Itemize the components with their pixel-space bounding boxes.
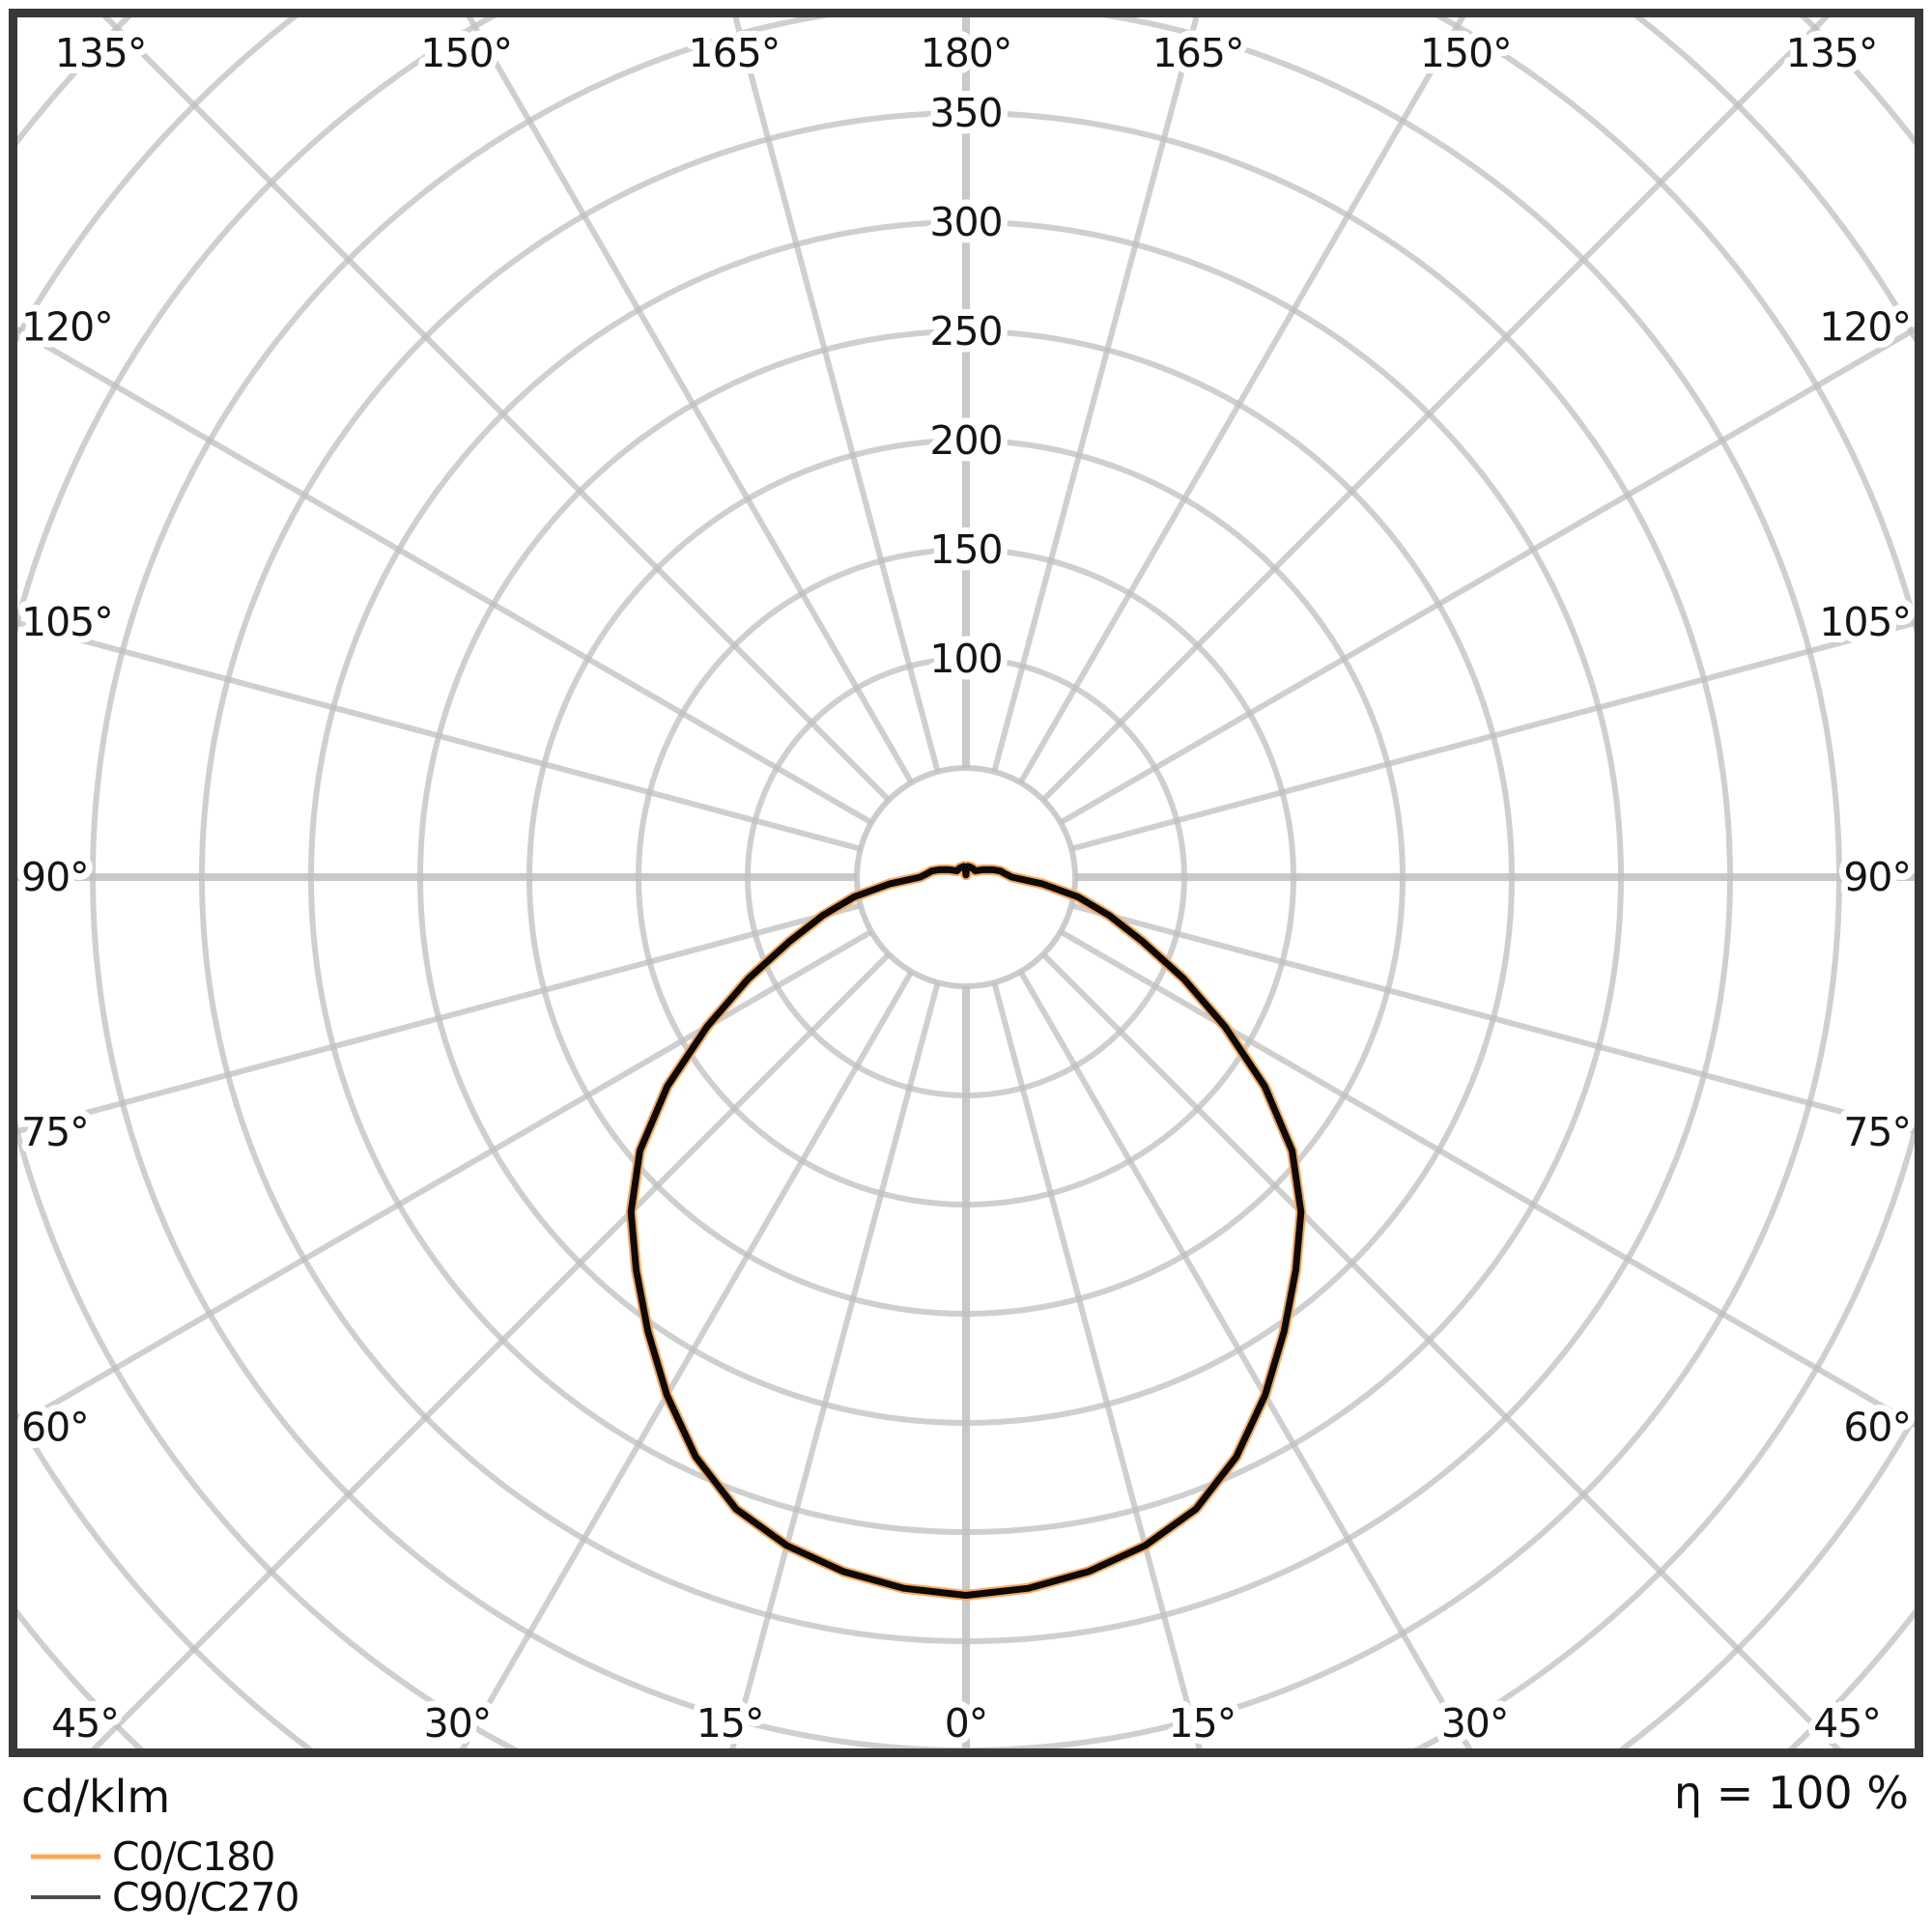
angle-tick-label: 120° [1819, 304, 1911, 351]
grid-spoke [1017, 970, 1476, 1754]
radial-tick-label: 250 [929, 308, 1002, 355]
grid-spoke [84, 952, 892, 1754]
plot-frame [9, 9, 1923, 1757]
efficiency-label: η = 100 % [1674, 1767, 1909, 1819]
radial-tick-label: 300 [929, 199, 1002, 245]
radial-tick-label: 200 [929, 417, 1002, 464]
radial-tick-label: 350 [929, 90, 1002, 136]
angle-tick-label: 45° [1813, 1700, 1881, 1747]
grid-spoke [727, 981, 941, 1754]
axis-tick-labels: 100 150 200 250 300 350 135° 150° 165° 180° 165° 15… [14, 23, 1918, 1753]
intensity-curves [625, 861, 1307, 1601]
angle-tick-label: 135° [55, 30, 147, 76]
grid-spoke [17, 619, 862, 852]
grid-spoke [1070, 902, 1915, 1135]
angle-tick-label: 135° [1786, 30, 1878, 76]
grid-spoke [17, 928, 873, 1429]
radial-tick-label: 100 [929, 636, 1002, 682]
angle-tick-label: 120° [21, 304, 113, 351]
angle-tick-label: 150° [1420, 30, 1512, 76]
grid-spoke [1040, 952, 1848, 1754]
radial-tick-label: 150 [929, 526, 1002, 573]
angle-tick-label: 60° [1843, 1404, 1911, 1450]
grid-spoke [101, 17, 892, 803]
angle-tick-label: 105° [1819, 599, 1911, 645]
grid-spoke [1040, 17, 1831, 803]
units-label: cd/klm [21, 1771, 170, 1823]
angle-tick-label: 90° [1843, 854, 1911, 900]
legend-label-c90-c270: C90/C270 [112, 1874, 299, 1920]
grid-spoke [17, 326, 873, 826]
grid-spoke [1059, 928, 1915, 1429]
angle-tick-label: 30° [424, 1700, 492, 1747]
grid-spoke [17, 902, 862, 1135]
angle-tick-label: 75° [21, 1109, 89, 1155]
angle-tick-label: 180° [921, 30, 1012, 76]
grid-spoke [1059, 326, 1915, 826]
grid-spoke [991, 981, 1205, 1754]
legend-label-c0-c180: C0/C180 [112, 1833, 274, 1880]
angle-tick-label: 90° [21, 854, 89, 900]
legend: C0/C180 C90/C270 [31, 1833, 300, 1920]
grid-spoke [991, 17, 1200, 773]
angle-tick-label: 75° [1843, 1109, 1911, 1155]
angle-tick-label: 15° [696, 1700, 764, 1747]
curve-c90-c270 [627, 863, 1305, 1599]
grid-spoke [732, 17, 941, 773]
angle-tick-label: 0° [945, 1700, 988, 1747]
angle-tick-label: 45° [51, 1700, 119, 1747]
angle-tick-label: 150° [420, 30, 512, 76]
angle-tick-label: 105° [21, 599, 113, 645]
grid-spoke [466, 17, 915, 784]
grid-spoke [1070, 619, 1915, 852]
angle-tick-label: 165° [1152, 30, 1244, 76]
angle-tick-label: 15° [1169, 1700, 1236, 1747]
angle-tick-label: 30° [1441, 1700, 1509, 1747]
grid-spoke [456, 970, 915, 1754]
angle-tick-label: 165° [689, 30, 781, 76]
angle-tick-label: 60° [21, 1404, 89, 1450]
grid-spoke [1017, 17, 1466, 784]
